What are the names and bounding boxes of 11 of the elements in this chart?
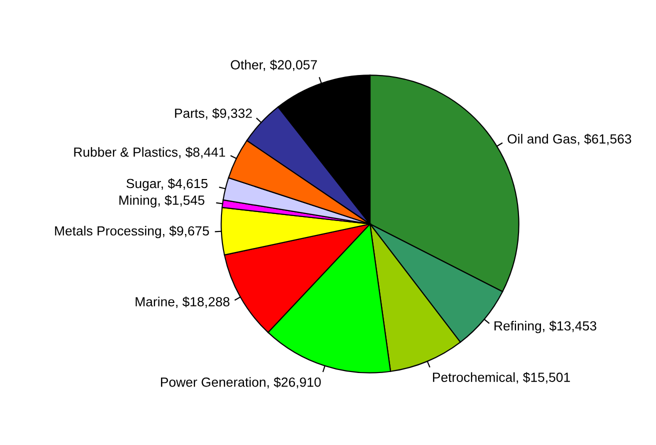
slice-label: Marine, $18,288 — [136, 296, 230, 308]
slice-label: Petrochemical, $15,501 — [433, 372, 570, 384]
slice-label: Power Generation, $26,910 — [161, 376, 321, 388]
slice-label: Parts, $9,332 — [175, 108, 252, 120]
slice-label: Metals Processing, $9,675 — [55, 226, 209, 238]
slice-label: Mining, $1,545 — [119, 194, 204, 208]
slice-label: Refining, $13,453 — [494, 320, 596, 334]
slice-label: Oil and Gas, $61,563 — [508, 134, 632, 146]
slice-label: Other, $20,057 — [230, 60, 317, 72]
slice-label: Sugar, $4,615 — [126, 178, 208, 191]
slice-label: Rubber & Plastics, $8,441 — [74, 146, 226, 158]
